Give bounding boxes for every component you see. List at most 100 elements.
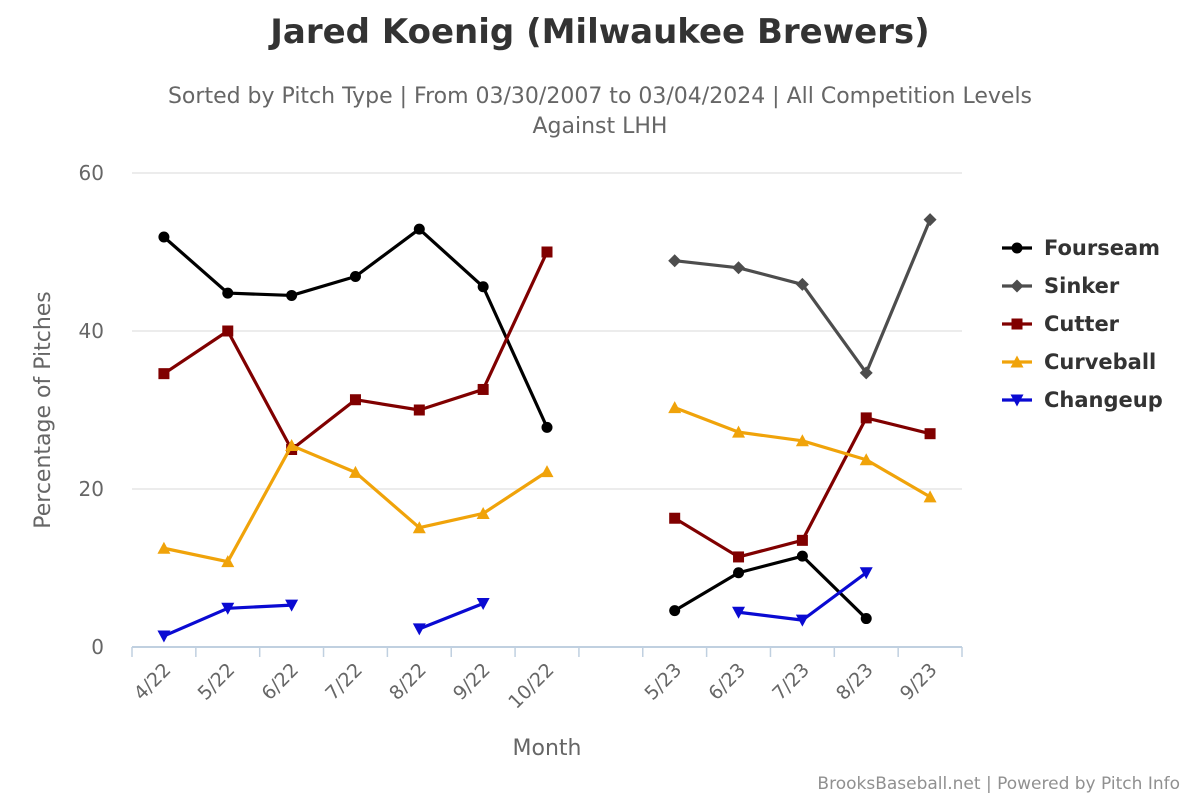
data-point-changeup[interactable]	[157, 630, 171, 643]
series-line-sinker	[673, 218, 932, 375]
subtitle-line-2: Against LHH	[532, 114, 668, 139]
axes: 0 20 40 60 4/22 5/22 6/22 7/22 8/22 9/22 10/22 5/23…	[31, 161, 963, 761]
legend-item-cutter[interactable]: Cutter	[1002, 312, 1120, 336]
legend-item-fourseam[interactable]: Fourseam	[1002, 236, 1160, 260]
data-point-fourseam[interactable]	[477, 281, 489, 293]
series-line-changeup	[417, 601, 485, 631]
y-tick-label: 60	[79, 161, 104, 185]
data-point-changeup[interactable]	[285, 599, 299, 612]
data-point-curveball[interactable]	[157, 541, 171, 554]
data-point-fourseam[interactable]	[158, 231, 170, 243]
data-point-fourseam[interactable]	[222, 287, 234, 299]
data-point-curveball[interactable]	[859, 453, 873, 466]
y-axis-title: Percentage of Pitches	[31, 291, 56, 529]
data-point-changeup[interactable]	[476, 598, 490, 611]
x-tick-label: 7/23	[768, 659, 814, 705]
series-line-curveball	[162, 443, 549, 564]
x-tick-label: 7/22	[321, 659, 367, 705]
y-tick-label: 0	[91, 635, 104, 659]
grid-lines	[132, 172, 962, 490]
data-point-changeup[interactable]	[732, 606, 746, 619]
legend-marker[interactable]	[1011, 242, 1023, 254]
legend[interactable]: Fourseam Sinker Cutter Curveball Changeup	[1002, 236, 1163, 412]
legend-label: Sinker	[1044, 274, 1120, 298]
legend-item-changeup[interactable]: Changeup	[1002, 388, 1163, 412]
y-tick-label: 20	[79, 477, 104, 501]
data-point-changeup[interactable]	[221, 602, 235, 615]
data-point-fourseam[interactable]	[349, 270, 361, 282]
x-tick-label: 9/22	[449, 659, 495, 705]
series-cutter	[158, 246, 936, 563]
legend-marker[interactable]	[1010, 355, 1024, 368]
legend-label: Changeup	[1044, 388, 1163, 412]
x-tick-label: 5/22	[194, 659, 240, 705]
x-tick-label: 10/22	[504, 659, 558, 713]
chart-title: Jared Koenig (Milwaukee Brewers)	[270, 12, 930, 52]
data-point-fourseam[interactable]	[669, 605, 681, 617]
data-point-cutter[interactable]	[222, 325, 234, 337]
series-fourseam	[158, 223, 872, 625]
data-point-fourseam[interactable]	[733, 567, 745, 579]
chart-subtitle: Sorted by Pitch Type | From 03/30/2007 t…	[0, 82, 1200, 142]
data-point-cutter[interactable]	[860, 412, 872, 424]
data-point-curveball[interactable]	[221, 555, 235, 568]
data-point-cutter[interactable]	[796, 534, 808, 546]
data-point-fourseam[interactable]	[286, 289, 298, 301]
legend-marker[interactable]	[1010, 394, 1024, 407]
legend-label: Curveball	[1044, 350, 1156, 374]
credits[interactable]: BrooksBaseball.net | Powered by Pitch In…	[817, 774, 1180, 794]
data-point-curveball[interactable]	[348, 465, 362, 478]
data-point-curveball[interactable]	[923, 490, 937, 503]
data-point-curveball[interactable]	[285, 439, 299, 452]
data-point-curveball[interactable]	[668, 401, 682, 414]
data-point-cutter[interactable]	[158, 368, 170, 380]
data-point-sinker[interactable]	[923, 213, 937, 227]
series-curveball	[157, 401, 937, 568]
series-changeup	[157, 567, 873, 643]
series-line-fourseam	[673, 554, 868, 621]
x-tick-label: 6/22	[257, 659, 303, 705]
data-point-cutter[interactable]	[924, 428, 936, 440]
data-point-curveball[interactable]	[476, 506, 490, 519]
legend-marker[interactable]	[1011, 318, 1023, 330]
data-point-cutter[interactable]	[413, 404, 425, 416]
data-point-curveball[interactable]	[540, 465, 554, 478]
data-point-changeup[interactable]	[412, 623, 426, 636]
legend-item-sinker[interactable]: Sinker	[1002, 274, 1120, 298]
data-point-sinker[interactable]	[732, 261, 746, 275]
x-tick-label: 4/22	[130, 659, 176, 705]
legend-item-curveball[interactable]: Curveball	[1002, 350, 1156, 374]
data-point-curveball[interactable]	[795, 434, 809, 447]
x-tick-label: 6/23	[704, 659, 750, 705]
x-tick-label: 9/23	[896, 659, 942, 705]
data-point-sinker[interactable]	[668, 254, 682, 268]
x-axis-title: Month	[513, 736, 582, 761]
y-tick-label: 40	[79, 319, 104, 343]
data-point-fourseam[interactable]	[796, 550, 808, 562]
series-line-changeup	[736, 571, 868, 622]
data-point-cutter[interactable]	[669, 512, 681, 524]
data-point-cutter[interactable]	[541, 246, 553, 258]
data-point-cutter[interactable]	[733, 551, 745, 563]
data-point-changeup[interactable]	[859, 567, 873, 580]
data-point-sinker[interactable]	[795, 277, 809, 291]
data-point-fourseam[interactable]	[860, 613, 872, 625]
series-line-curveball	[673, 406, 932, 499]
data-point-changeup[interactable]	[795, 614, 809, 627]
data-point-fourseam[interactable]	[541, 421, 553, 433]
x-tick-label: 5/23	[640, 659, 686, 705]
series-sinker	[668, 213, 937, 380]
data-point-sinker[interactable]	[859, 366, 873, 380]
data-point-curveball[interactable]	[412, 521, 426, 534]
data-point-cutter[interactable]	[477, 383, 489, 395]
legend-marker[interactable]	[1010, 279, 1024, 293]
series-group	[157, 213, 937, 643]
legend-label: Cutter	[1044, 312, 1120, 336]
x-tick-label: 8/23	[832, 659, 878, 705]
data-point-fourseam[interactable]	[413, 223, 425, 235]
subtitle-line-1: Sorted by Pitch Type | From 03/30/2007 t…	[167, 84, 1033, 109]
data-point-curveball[interactable]	[732, 425, 746, 438]
x-tick-label: 8/22	[385, 659, 431, 705]
data-point-cutter[interactable]	[349, 394, 361, 406]
